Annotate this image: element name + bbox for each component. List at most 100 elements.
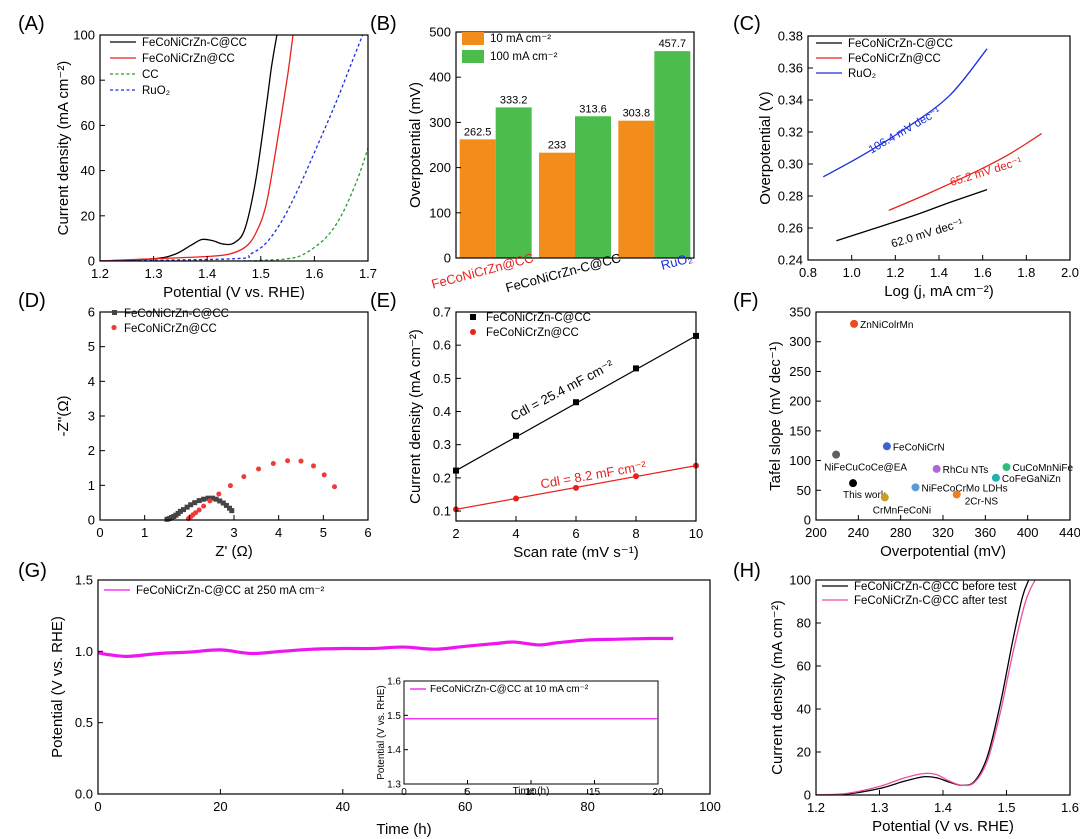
bar-1-2 — [654, 51, 691, 258]
point-d-1 — [207, 498, 213, 504]
point-d-1 — [193, 510, 199, 516]
y-tick-label: 100 — [789, 573, 811, 588]
plot-frame — [97, 579, 711, 795]
point-f-label: CrMnFeCoNi — [873, 505, 931, 516]
y-tick-label: 0.28 — [778, 189, 803, 204]
y-tick-label: 400 — [429, 70, 451, 85]
x-tick-label: 10 — [689, 526, 703, 541]
point-d-1 — [256, 466, 262, 472]
point-f — [991, 473, 1000, 482]
point-d-1 — [321, 472, 327, 478]
point-d-1 — [285, 458, 291, 464]
x-tick-label: 80 — [580, 799, 594, 814]
cdl-annotation: Cdl = 8.2 mF cm⁻² — [539, 458, 648, 491]
y-tick-label: 0.7 — [433, 305, 451, 320]
point-e-0 — [633, 365, 639, 372]
panel-label: (G) — [18, 560, 47, 582]
curve-a-3 — [100, 35, 364, 261]
point-f-label: CoFeGaNiZn — [1002, 474, 1061, 485]
y-tick-label: 300 — [789, 334, 811, 349]
legend-d-label: FeCoNiCrZn-C@CC — [124, 308, 229, 320]
x-tick-label: 1.2 — [91, 266, 109, 281]
panel-label: (A) — [18, 13, 45, 35]
legend-d-marker — [112, 310, 117, 315]
point-f-label: RhCu NTs — [943, 465, 989, 476]
y-tick-label: 0 — [88, 513, 95, 528]
point-f — [1002, 463, 1011, 472]
bar-value-label: 262.5 — [464, 126, 492, 138]
curve-a-1 — [100, 35, 294, 261]
y-tick-label: 0.5 — [433, 371, 451, 386]
point-f-label: CuCoMnNiFe — [1013, 463, 1074, 474]
point-f — [932, 464, 941, 473]
point-d-1 — [227, 483, 233, 489]
slope-annotation: 65.2 mV dec⁻¹ — [949, 156, 1024, 189]
legend-e-marker — [470, 329, 476, 335]
inset-y-tick-label: 1.3 — [387, 780, 401, 791]
x-axis-label: Log (j, mA cm⁻²) — [884, 283, 994, 300]
point-d-0 — [201, 496, 207, 502]
y-tick-label: 5 — [88, 339, 95, 354]
x-tick-label: 1.0 — [843, 265, 861, 280]
bar-1-0 — [495, 107, 532, 258]
bar-0-0 — [459, 139, 496, 258]
bar-0-2 — [618, 120, 655, 258]
point-e-0 — [513, 432, 519, 439]
y-tick-label: 20 — [797, 745, 811, 760]
y-tick-label: 0.26 — [778, 221, 803, 236]
curve-g-0 — [97, 636, 674, 658]
plot-frame — [815, 579, 1071, 796]
curve-c-1 — [888, 133, 1042, 211]
legend-a-0-label: FeCoNiCrZn-C@CC — [142, 37, 247, 49]
y-tick-label: 0.38 — [778, 29, 803, 44]
x-tick-label: 1.3 — [870, 800, 888, 815]
point-d-0 — [223, 502, 229, 508]
y-tick-label: 40 — [81, 163, 95, 178]
x-tick-label: 1.2 — [886, 265, 904, 280]
x-tick-label: 400 — [1017, 525, 1039, 540]
legend-c-0-label: FeCoNiCrZn-C@CC — [848, 38, 953, 50]
x-tick-label: 440 — [1059, 525, 1080, 540]
y-tick-label: 60 — [797, 659, 811, 674]
y-tick-label: 2 — [88, 443, 95, 458]
y-tick-label: 0.6 — [433, 338, 451, 353]
y-tick-label: 0.0 — [75, 787, 93, 802]
legend-h-0-label: FeCoNiCrZn-C@CC before test — [854, 581, 1017, 593]
x-tick-label: 1.6 — [974, 265, 992, 280]
y-tick-label: 80 — [81, 73, 95, 88]
y-tick-label: 150 — [789, 423, 811, 438]
legend-b-label: 100 mA cm⁻² — [490, 51, 558, 63]
y-tick-label: 1.0 — [75, 644, 93, 659]
y-tick-label: 0.32 — [778, 125, 803, 140]
bar-0-1 — [539, 152, 575, 258]
x-tick-label: 2 — [452, 526, 459, 541]
point-d-0 — [196, 498, 202, 504]
point-f-label: ZnNiColrMn — [860, 320, 913, 331]
y-tick-label: 100 — [429, 205, 451, 220]
point-d-1 — [201, 503, 207, 509]
point-f-label: 2Cr-NS — [965, 496, 999, 507]
y-tick-label: 100 — [73, 28, 95, 43]
panel-b: 262.5 233 303.8 333.2 313.6 457.7 0 100 200 300 40… — [370, 13, 695, 295]
point-d-1 — [241, 474, 247, 480]
y-tick-label: 20 — [81, 208, 95, 223]
legend-d-label: FeCoNiCrZn@CC — [124, 323, 217, 335]
y-tick-label: 0.2 — [433, 470, 451, 485]
plot-frame — [455, 31, 695, 259]
point-f-label: FeCoNiCrN — [893, 442, 945, 453]
panel-label: (C) — [733, 13, 761, 35]
x-tick-label: 20 — [213, 799, 227, 814]
panel-e: 2 4 6 8 10 0.1 0.2 0.3 0.4 0.5 0.6 0.7 Scan rate (mV… — [370, 290, 703, 561]
point-d-0 — [217, 498, 223, 504]
legend-e-marker — [470, 314, 476, 320]
inset-y-tick-label: 1.6 — [387, 677, 401, 688]
y-tick-label: 350 — [789, 305, 811, 320]
y-axis-label: Overpotential (mV) — [407, 82, 424, 208]
x-tick-label: 1.4 — [198, 266, 216, 281]
x-tick-label: 1.5 — [997, 800, 1015, 815]
y-tick-label: 6 — [88, 305, 95, 320]
x-tick-label: 320 — [932, 525, 954, 540]
x-tick-label: 6 — [364, 525, 371, 540]
inset-x-tick-label: 10 — [525, 787, 537, 798]
curve-h-1 — [816, 580, 1036, 795]
